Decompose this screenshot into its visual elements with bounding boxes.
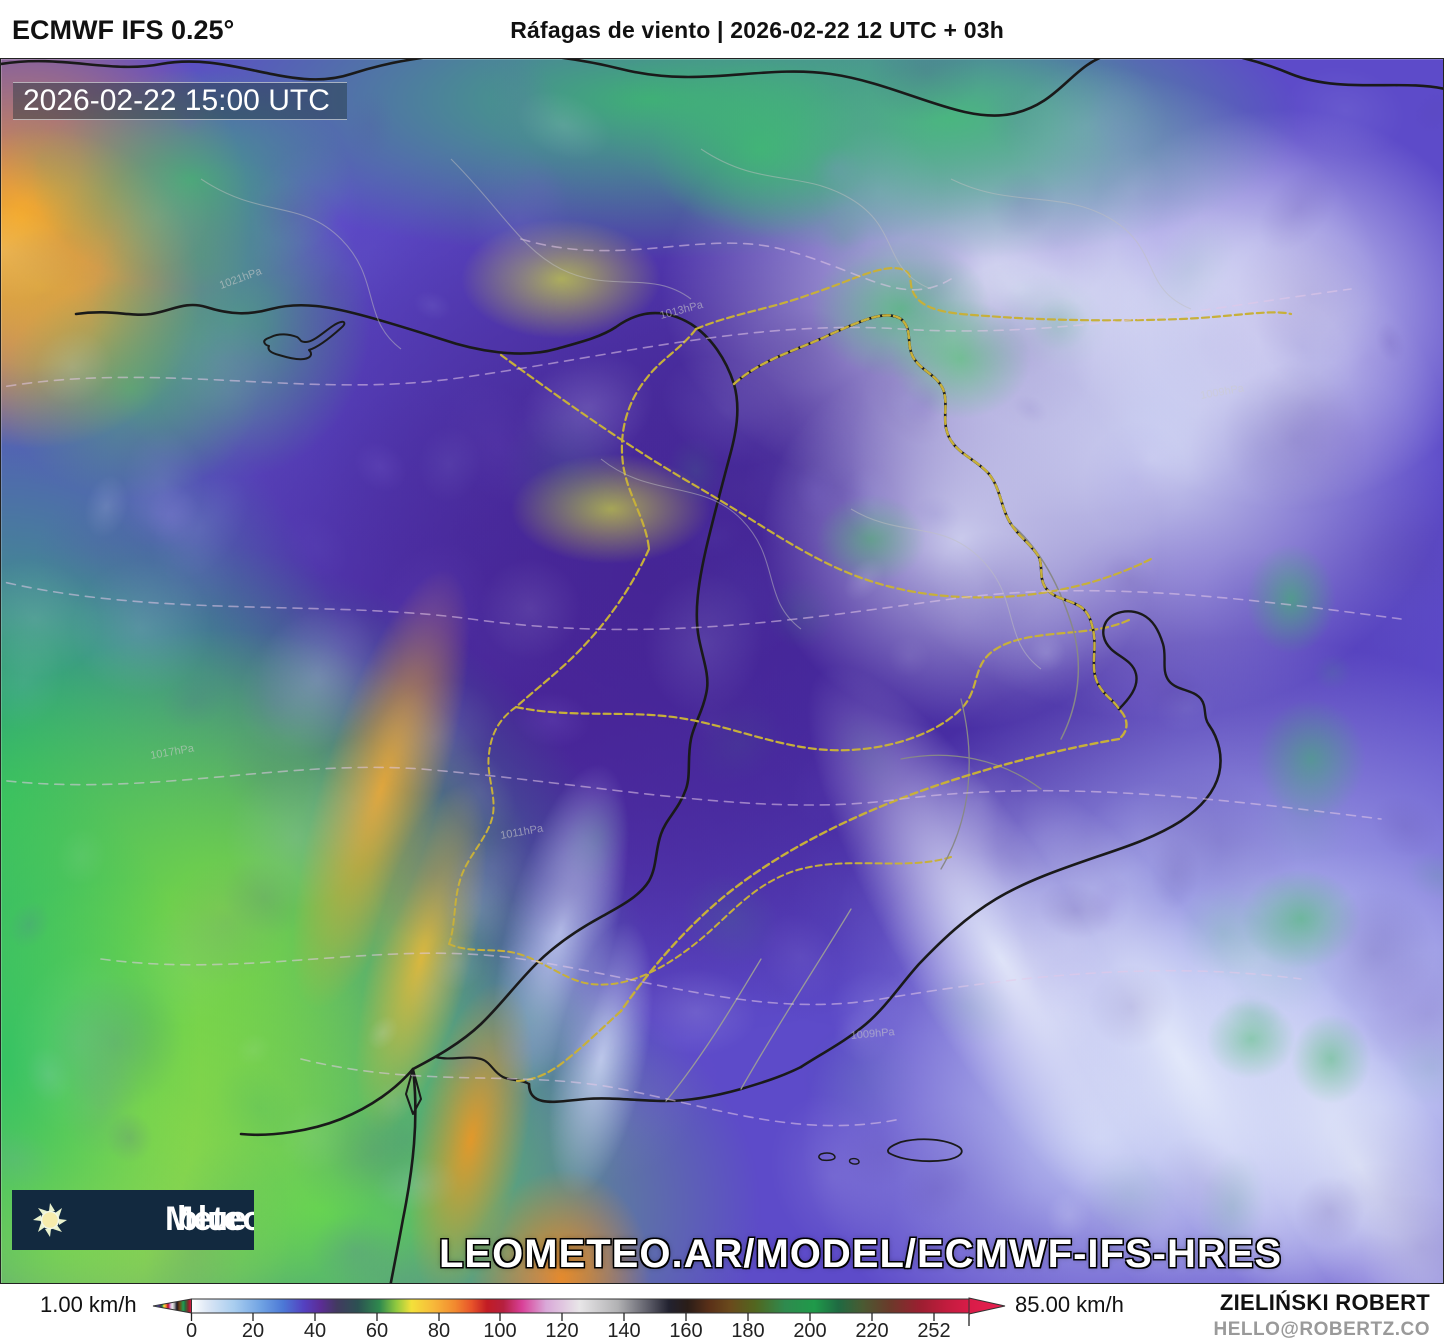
svg-text:140: 140 <box>607 1320 640 1339</box>
svg-text:60: 60 <box>366 1320 388 1339</box>
svg-text:1009hPa: 1009hPa <box>850 1026 896 1042</box>
svg-text:200: 200 <box>793 1320 826 1339</box>
svg-text:1021hPa: 1021hPa <box>218 265 264 292</box>
svg-text:0: 0 <box>186 1320 197 1339</box>
svg-text:1.00 km/h: 1.00 km/h <box>40 1292 137 1317</box>
svg-text:160: 160 <box>669 1320 702 1339</box>
svg-text:220: 220 <box>855 1320 888 1339</box>
svg-text:40: 40 <box>304 1320 326 1339</box>
svg-text:85.00 km/h: 85.00 km/h <box>1015 1292 1124 1317</box>
svg-text:1017hPa: 1017hPa <box>149 742 195 762</box>
svg-text:100: 100 <box>483 1320 516 1339</box>
svg-text:80: 80 <box>428 1320 450 1339</box>
svg-text:180: 180 <box>731 1320 764 1339</box>
svg-text:1009hPa: 1009hPa <box>1199 382 1245 402</box>
svg-text:120: 120 <box>545 1320 578 1339</box>
svg-text:252: 252 <box>917 1320 950 1339</box>
svg-text:20: 20 <box>242 1320 264 1339</box>
svg-text:1011hPa: 1011hPa <box>499 822 545 841</box>
